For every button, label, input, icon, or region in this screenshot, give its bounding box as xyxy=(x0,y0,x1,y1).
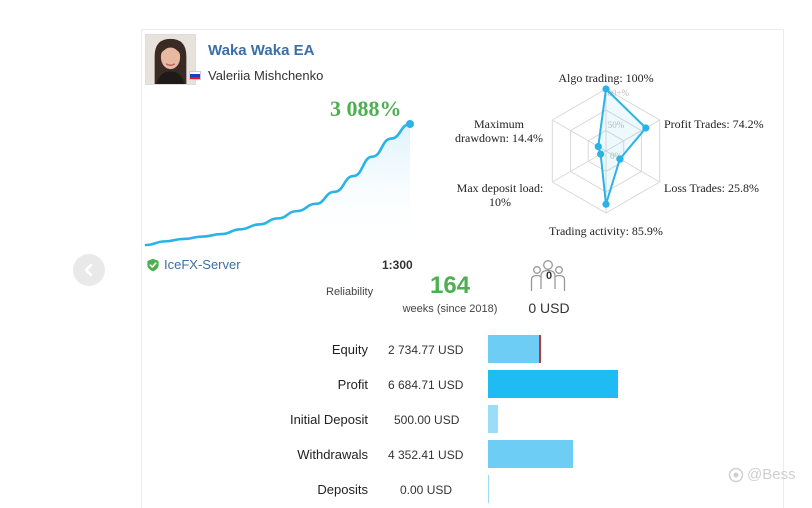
avatar-photo-icon xyxy=(146,35,195,84)
leverage-value: 1:300 xyxy=(382,258,413,272)
weeks-count: 164 xyxy=(429,272,471,299)
growth-chart xyxy=(144,120,414,247)
radar-axis-line xyxy=(605,150,660,183)
author-avatar[interactable] xyxy=(145,34,196,85)
radar-point xyxy=(642,124,650,132)
watermark-text: @Bess xyxy=(747,466,796,483)
deposits-label: Deposits xyxy=(317,482,368,497)
deposits-value: 0.00 USD xyxy=(400,483,453,497)
growth-end-point xyxy=(406,120,414,128)
equity-value: 2 734.77 USD xyxy=(388,343,464,357)
withdrawals-bar xyxy=(488,440,573,468)
radar-axis-label: Algo trading: 100% xyxy=(558,71,653,85)
people-icon xyxy=(530,260,566,291)
signal-name-link[interactable]: Waka Waka EA xyxy=(208,42,315,59)
radar-point xyxy=(616,155,624,163)
author-name-link[interactable]: Valeriia Mishchenko xyxy=(208,68,324,83)
initial-deposit-label: Initial Deposit xyxy=(289,412,368,427)
radar-ring-label: 50% xyxy=(608,120,625,130)
radar-axis-label: Maximum xyxy=(474,117,525,131)
radar-axis-line xyxy=(605,119,660,152)
subscribers-funds: 0 USD xyxy=(528,300,570,316)
weeks-label: weeks (since 2018) xyxy=(402,303,498,315)
server-info: IceFX-Server xyxy=(146,257,241,272)
growth-value: 3 088% xyxy=(330,96,402,121)
withdrawals-value: 4 352.41 USD xyxy=(388,448,464,462)
radar-point xyxy=(597,150,605,158)
equity-label: Equity xyxy=(331,342,368,357)
radar-axis-label: Profit Trades: 74.2% xyxy=(664,117,764,131)
radar-chart: 100+% 50% 0% Algo trading: 100% Profit Trade… xyxy=(455,71,764,238)
radar-point xyxy=(602,85,610,93)
radar-axis-line xyxy=(552,150,607,183)
radar-axis-label: 10% xyxy=(489,195,511,209)
radar-ring-label: 0% xyxy=(610,151,623,161)
radar-value-shape xyxy=(597,86,648,205)
radar-axis-label: Loss Trades: 25.8% xyxy=(664,181,759,195)
initial-deposit-bar xyxy=(488,405,498,433)
profit-label: Profit xyxy=(337,377,368,392)
radar-point xyxy=(594,142,602,151)
equity-bar xyxy=(488,335,541,363)
chevron-left-icon xyxy=(84,263,93,277)
growth-line xyxy=(144,122,412,247)
growth-area xyxy=(146,124,410,245)
radar-axis-label: drawdown: 14.4% xyxy=(455,131,543,145)
radar-point xyxy=(602,200,610,208)
radar-ring-label: 100+% xyxy=(603,88,630,98)
radar-axis-label: Trading activity: 85.9% xyxy=(549,224,663,238)
watermark: @Bess xyxy=(728,466,796,483)
server-name[interactable]: IceFX-Server xyxy=(164,257,241,272)
radar-axis-label: Max deposit load: xyxy=(457,181,544,195)
previous-signal-button[interactable] xyxy=(73,254,105,286)
withdrawals-label: Withdrawals xyxy=(297,447,368,462)
country-flag-icon xyxy=(189,71,201,80)
signal-card xyxy=(141,29,784,508)
profit-value: 6 684.71 USD xyxy=(388,378,464,392)
initial-deposit-value: 500.00 USD xyxy=(394,413,460,427)
shield-check-icon xyxy=(147,258,159,271)
deposits-bar xyxy=(488,475,489,503)
profit-bar xyxy=(488,370,618,398)
reliability-label: Reliability xyxy=(326,286,374,298)
brand-icon xyxy=(728,467,744,482)
subscribers-count: 0 xyxy=(545,270,553,282)
